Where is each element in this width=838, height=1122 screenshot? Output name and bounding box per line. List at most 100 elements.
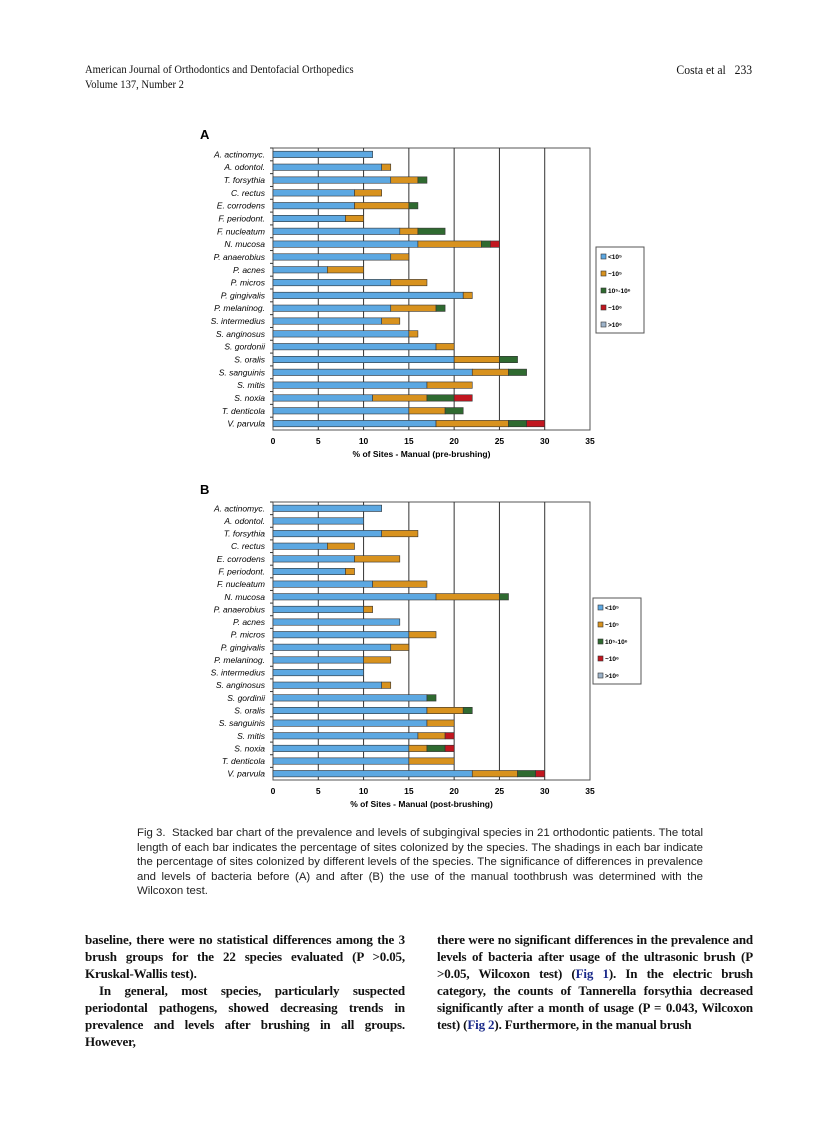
legend-label: 10⁵-10⁶	[608, 288, 631, 295]
category-label: T. denticola	[222, 756, 265, 766]
bar-segment-1	[272, 356, 455, 364]
bar-segment-2	[390, 643, 410, 651]
bar-segment-1	[272, 530, 382, 538]
bar-segment-2	[471, 770, 518, 778]
bar-segment-3	[462, 707, 473, 715]
bar-segment-2	[390, 304, 437, 312]
bar-segment-1	[272, 215, 346, 223]
x-tick-label: 20	[449, 786, 459, 796]
legend-swatch	[600, 287, 607, 294]
body-right-column: there were no significant differences in…	[437, 931, 753, 1033]
category-label: E. corrodens	[217, 201, 266, 211]
bar-segment-1	[272, 555, 355, 563]
legend-swatch	[597, 672, 604, 679]
category-label: C. rectus	[231, 541, 266, 551]
bar-segment-2	[408, 330, 419, 338]
legend-swatch	[600, 321, 607, 328]
category-label: P. gingivalis	[221, 642, 266, 652]
x-tick-label: 5	[316, 436, 321, 446]
category-label: S. oralis	[234, 355, 265, 365]
bar-segment-2	[417, 732, 446, 740]
category-label: S. anginosus	[216, 329, 266, 339]
bar-segment-2	[435, 420, 509, 428]
category-label: S. gordinii	[227, 693, 266, 703]
bar-segment-1	[272, 189, 355, 197]
legend-label: >10⁶	[605, 673, 619, 680]
category-label: T. forsythia	[224, 529, 266, 539]
category-label: S. sanguinis	[219, 718, 266, 728]
bar-segment-2	[381, 317, 401, 325]
bar-segment-1	[272, 643, 392, 651]
bar-segment-3	[435, 304, 446, 312]
bar-segment-2	[435, 593, 500, 601]
category-label: F. periodont.	[218, 567, 265, 577]
bar-segment-1	[272, 707, 428, 715]
bar-segment-3	[508, 368, 527, 376]
category-label: S. intermedius	[211, 316, 266, 326]
category-label: C. rectus	[231, 188, 266, 198]
figure-caption: Fig 3. Stacked bar chart of the prevalen…	[137, 826, 703, 899]
paragraph: In general, most species, particularly s…	[85, 983, 405, 1049]
text: ). In the electric brush category, the c…	[437, 966, 753, 1032]
bar-segment-3	[517, 770, 536, 778]
bar-segment-3	[426, 744, 446, 752]
category-label: A. odontol.	[223, 162, 265, 172]
bar-segment-1	[272, 368, 473, 376]
category-label: S. mitis	[237, 380, 266, 390]
x-tick-label: 10	[359, 786, 369, 796]
category-label: S. mitis	[237, 731, 266, 741]
category-label: V. parvula	[227, 419, 265, 429]
bar-segment-2	[345, 215, 364, 223]
bar-segment-2	[390, 253, 410, 261]
bar-segment-1	[272, 504, 382, 512]
bar-segment-1	[272, 580, 373, 588]
bar-segment-3	[417, 227, 446, 235]
x-tick-label: 20	[449, 436, 459, 446]
fig2-link[interactable]: Fig 2	[467, 1017, 495, 1032]
bar-segment-2	[399, 227, 419, 235]
caption-text: Stacked bar chart of the prevalence and …	[137, 827, 703, 898]
bar-segment-3	[426, 694, 437, 702]
x-tick-label: 30	[540, 436, 550, 446]
bar-segment-1	[272, 618, 401, 626]
x-tick-label: 35	[585, 786, 595, 796]
category-label: S. oralis	[234, 706, 265, 716]
bar-segment-1	[272, 732, 419, 740]
bar-segment-1	[272, 631, 410, 639]
fig1-link[interactable]: Fig 1	[575, 966, 609, 981]
legend-swatch	[600, 304, 607, 311]
bar-segment-1	[272, 176, 392, 184]
paragraph: there were no significant differences in…	[437, 931, 753, 1033]
bar-segment-4	[444, 744, 455, 752]
x-axis-title: % of Sites - Manual (pre-brushing)	[353, 449, 491, 459]
caption-label: Fig 3.	[137, 827, 166, 839]
category-label: P. gingivalis	[221, 290, 266, 300]
x-tick-label: 5	[316, 786, 321, 796]
bar-segment-3	[499, 356, 518, 364]
category-label: P. melaninog.	[214, 655, 265, 665]
x-tick-label: 15	[404, 436, 414, 446]
bar-segment-1	[272, 757, 410, 765]
category-label: A. odontol.	[223, 516, 265, 526]
category-label: P. anaerobius	[214, 604, 266, 614]
legend: <10⁵ ~10⁵ 10⁵-10⁶ ~10⁶ >10⁶	[592, 597, 642, 685]
bar-segment-1	[272, 719, 428, 727]
category-label: F. nucleatum	[217, 579, 265, 589]
category-label: P. acnes	[233, 617, 266, 627]
x-axis-title: % of Sites - Manual (post-brushing)	[350, 799, 493, 809]
bar-segment-2	[363, 605, 373, 613]
bar-segment-2	[363, 656, 392, 664]
bar-segment-2	[354, 555, 401, 563]
category-label: P. acnes	[233, 265, 266, 275]
bar-segment-2	[426, 719, 455, 727]
bar-segment-3	[417, 176, 428, 184]
bar-segment-1	[272, 669, 364, 677]
bar-segment-2	[426, 381, 473, 389]
bar-segment-1	[272, 317, 382, 325]
bar-segment-2	[408, 631, 437, 639]
author: Costa et al	[676, 62, 726, 77]
category-label: S. gordonii	[224, 342, 266, 352]
legend-label: ~10⁵	[605, 622, 619, 629]
page-number: 233	[734, 62, 752, 77]
